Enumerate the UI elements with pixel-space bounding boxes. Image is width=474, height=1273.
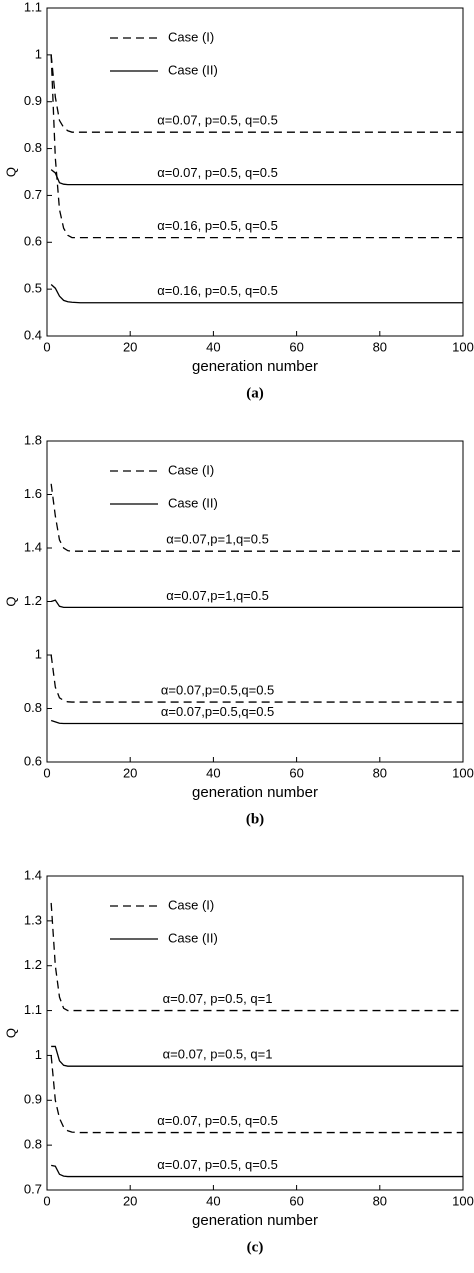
x-tick-label: 20 xyxy=(123,765,137,780)
y-tick-label: 1 xyxy=(35,46,42,61)
x-tick-label: 80 xyxy=(373,765,387,780)
x-axis-label: generation number xyxy=(192,784,318,801)
y-tick-label: 1.8 xyxy=(24,432,42,447)
legend-label: Case (II) xyxy=(168,930,218,945)
y-tick-label: 1.2 xyxy=(24,593,42,608)
x-tick-label: 40 xyxy=(206,765,220,780)
x-tick-label: 0 xyxy=(43,765,50,780)
y-tick-label: 0.6 xyxy=(24,753,42,768)
line-annotation: α=0.07, p=0.5, q=0.5 xyxy=(157,113,278,128)
line-annotation: α=0.07, p=0.5, q=1 xyxy=(163,1047,273,1062)
y-tick-label: 0.8 xyxy=(24,1137,42,1152)
x-tick-label: 40 xyxy=(206,1193,220,1208)
series-line xyxy=(50,654,463,703)
series-line xyxy=(50,719,463,725)
x-tick-label: 100 xyxy=(452,339,474,354)
legend-label: Case (II) xyxy=(168,495,218,510)
line-annotation: α=0.07,p=0.5,q=0.5 xyxy=(161,683,274,698)
x-axis-label: generation number xyxy=(192,1212,318,1229)
line-annotation: α=0.16, p=0.5, q=0.5 xyxy=(157,283,278,298)
series-line xyxy=(50,54,463,239)
legend-label: Case (I) xyxy=(168,462,214,477)
line-annotation: α=0.16, p=0.5, q=0.5 xyxy=(157,218,278,233)
plot-frame xyxy=(46,875,464,1191)
y-axis-label: Q xyxy=(3,167,18,177)
legend-label: Case (I) xyxy=(168,29,214,44)
legend-label: Case (II) xyxy=(168,62,218,77)
x-tick-label: 40 xyxy=(206,339,220,354)
y-tick-label: 1.1 xyxy=(24,1002,42,1017)
y-tick-label: 0.6 xyxy=(24,234,42,249)
y-tick-label: 1.1 xyxy=(24,0,42,14)
legend-label: Case (I) xyxy=(168,897,214,912)
line-annotation: α=0.07,p=1,q=0.5 xyxy=(166,532,269,547)
line-annotation: α=0.07, p=0.5, q=1 xyxy=(163,991,273,1006)
y-tick-label: 0.9 xyxy=(24,93,42,108)
x-tick-label: 100 xyxy=(452,765,474,780)
series-line xyxy=(50,483,463,552)
plot-frame xyxy=(46,7,464,337)
x-tick-label: 100 xyxy=(452,1193,474,1208)
y-axis-label: Q xyxy=(3,1028,18,1038)
y-tick-label: 0.7 xyxy=(24,1181,42,1196)
series-line xyxy=(50,283,463,304)
y-tick-label: 0.8 xyxy=(24,700,42,715)
y-tick-label: 1 xyxy=(35,646,42,661)
x-tick-label: 80 xyxy=(373,1193,387,1208)
x-tick-label: 60 xyxy=(289,339,303,354)
line-annotation: α=0.07, p=0.5, q=0.5 xyxy=(157,165,278,180)
y-tick-label: 1.6 xyxy=(24,486,42,501)
line-annotation: α=0.07,p=1,q=0.5 xyxy=(166,588,269,603)
series-line xyxy=(51,1164,463,1178)
y-tick-label: 0.5 xyxy=(24,281,42,296)
y-tick-label: 0.9 xyxy=(24,1092,42,1107)
y-tick-label: 1.2 xyxy=(24,957,42,972)
y-tick-label: 1.4 xyxy=(24,539,42,554)
caption: (a) xyxy=(246,385,264,401)
y-tick-label: 1.3 xyxy=(24,912,42,927)
x-tick-label: 80 xyxy=(373,339,387,354)
y-tick-label: 1.4 xyxy=(24,867,42,882)
line-annotation: α=0.07, p=0.5, q=0.5 xyxy=(157,1157,278,1172)
x-axis-label: generation number xyxy=(192,358,318,375)
line-annotation: α=0.07,p=0.5,q=0.5 xyxy=(161,704,274,719)
y-tick-label: 0.8 xyxy=(24,140,42,155)
x-tick-label: 60 xyxy=(289,765,303,780)
y-axis-label: Q xyxy=(3,596,18,606)
caption: (c) xyxy=(247,1239,264,1255)
x-tick-label: 0 xyxy=(43,339,50,354)
line-annotation: α=0.07, p=0.5, q=0.5 xyxy=(157,1113,278,1128)
series-line xyxy=(50,54,463,133)
caption: (b) xyxy=(246,811,264,827)
x-tick-label: 60 xyxy=(289,1193,303,1208)
y-tick-label: 1 xyxy=(35,1047,42,1062)
series-line xyxy=(50,169,463,186)
x-tick-label: 0 xyxy=(43,1193,50,1208)
series-line xyxy=(50,902,463,1012)
x-tick-label: 20 xyxy=(123,1193,137,1208)
y-tick-label: 0.4 xyxy=(24,327,42,342)
y-tick-label: 0.7 xyxy=(24,187,42,202)
x-tick-label: 20 xyxy=(123,339,137,354)
series-line xyxy=(51,1045,463,1067)
series-line xyxy=(50,599,463,609)
